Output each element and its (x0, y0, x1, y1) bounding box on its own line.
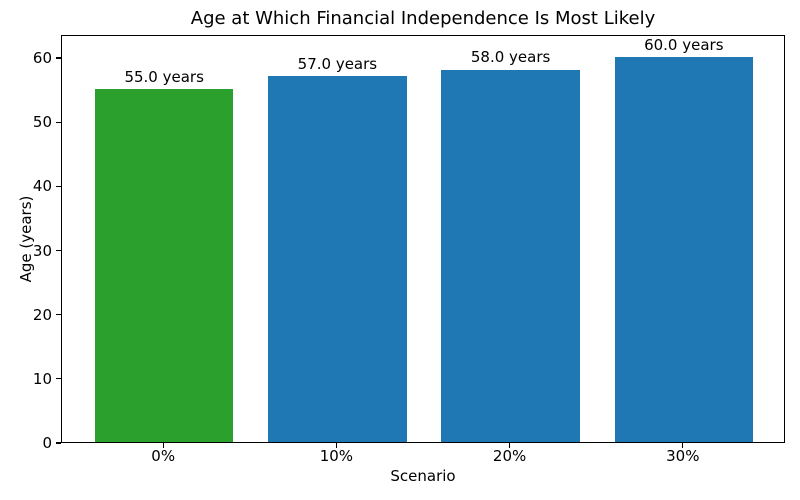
y-tick-label: 30 (32, 241, 52, 260)
bar-value-label: 60.0 years (644, 35, 724, 54)
bar (268, 76, 407, 442)
y-tick-mark (56, 442, 61, 444)
bar (94, 89, 234, 442)
bar-value-label: 55.0 years (124, 67, 204, 86)
y-tick-mark (56, 249, 61, 252)
x-tick-label: 30% (666, 447, 700, 465)
y-tick-mark (56, 378, 61, 380)
x-axis-label: Scenario (390, 467, 456, 485)
bar-value-label: 58.0 years (470, 48, 551, 67)
y-tick-label: 10 (32, 369, 52, 388)
y-tick-label: 0 (42, 434, 52, 452)
x-tick-mark (682, 443, 684, 448)
bar (614, 57, 754, 442)
y-tick-label: 60 (32, 49, 52, 68)
y-tick-mark (56, 57, 61, 59)
y-tick-mark (56, 185, 61, 187)
x-tick-mark (509, 443, 511, 448)
x-tick-label: 0% (151, 447, 176, 465)
chart-title: Age at Which Financial Independence Is M… (190, 8, 656, 29)
x-tick-label: 20% (492, 447, 527, 465)
y-axis-label: Age (years) (17, 195, 35, 283)
x-tick-mark (335, 443, 337, 448)
plot-area: 55.0 years 57.0 years 58.0 years 60.0 years (61, 35, 785, 443)
bar-value-label: 57.0 years (297, 54, 378, 73)
x-tick-mark (162, 443, 164, 448)
y-tick-mark (56, 314, 61, 316)
y-tick-label: 40 (32, 177, 52, 196)
y-tick-label: 50 (32, 113, 52, 132)
x-tick-label: 10% (319, 447, 354, 465)
bar (441, 69, 580, 442)
y-tick-label: 20 (32, 305, 52, 324)
y-tick-mark (56, 121, 61, 123)
